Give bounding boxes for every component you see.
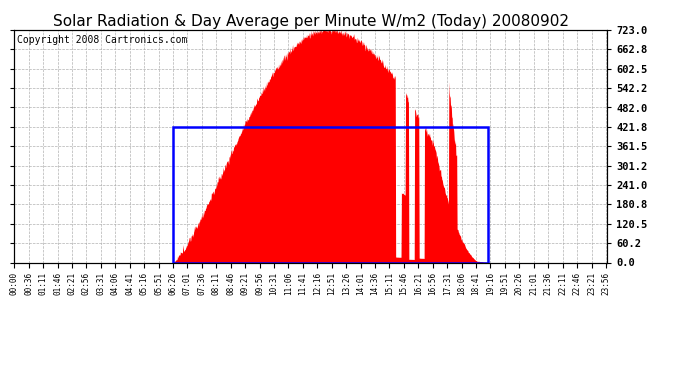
Text: Copyright 2008 Cartronics.com: Copyright 2008 Cartronics.com: [17, 34, 187, 45]
Title: Solar Radiation & Day Average per Minute W/m2 (Today) 20080902: Solar Radiation & Day Average per Minute…: [52, 14, 569, 29]
